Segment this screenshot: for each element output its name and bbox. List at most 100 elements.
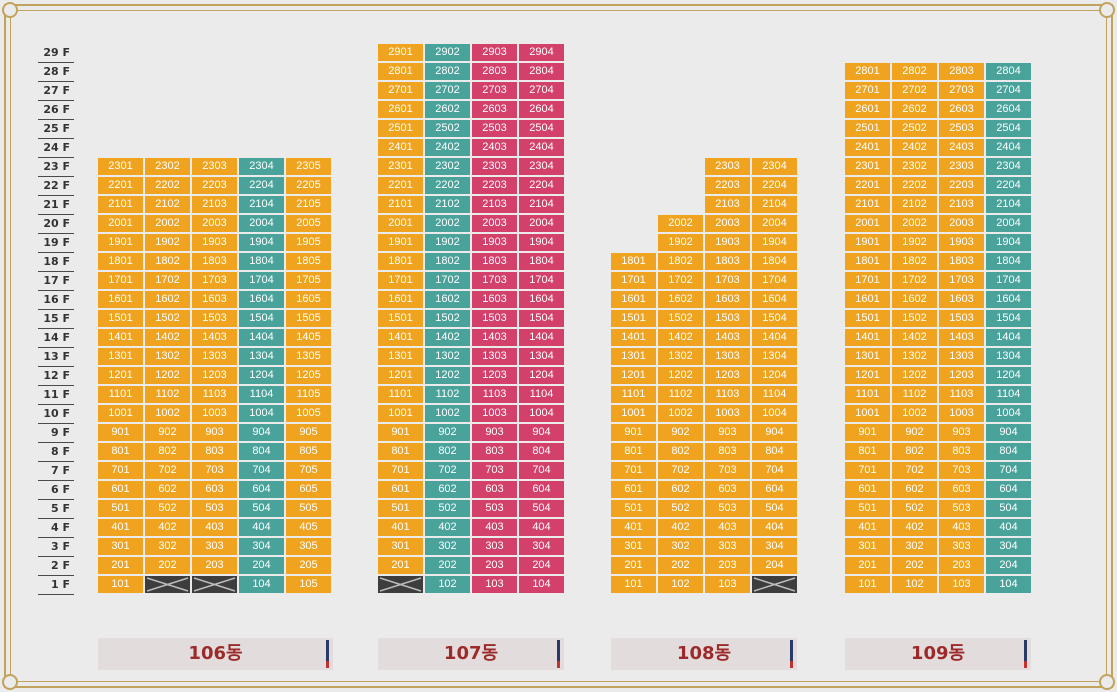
unit-cell[interactable]: 1701 [378,272,423,289]
unit-cell[interactable]: 102 [425,576,470,593]
unit-cell[interactable]: 1501 [611,310,656,327]
unit-unavailable[interactable] [752,576,797,593]
unit-cell[interactable]: 2105 [286,196,331,213]
unit-cell[interactable]: 1104 [986,386,1031,403]
unit-cell[interactable]: 2403 [939,139,984,156]
unit-cell[interactable]: 1001 [98,405,143,422]
unit-cell[interactable]: 705 [286,462,331,479]
unit-cell[interactable]: 2202 [892,177,937,194]
unit-cell[interactable]: 902 [658,424,703,441]
building-label-109[interactable]: 109동 [845,638,1031,670]
unit-cell[interactable]: 1603 [192,291,237,308]
unit-cell[interactable]: 2002 [658,215,703,232]
unit-cell[interactable]: 1503 [192,310,237,327]
unit-cell[interactable]: 2503 [472,120,517,137]
unit-cell[interactable]: 403 [705,519,750,536]
unit-cell[interactable]: 1301 [378,348,423,365]
unit-cell[interactable]: 1104 [519,386,564,403]
unit-cell[interactable]: 2301 [378,158,423,175]
unit-cell[interactable]: 803 [192,443,237,460]
unit-cell[interactable]: 902 [425,424,470,441]
unit-cell[interactable]: 401 [98,519,143,536]
unit-cell[interactable]: 2804 [986,63,1031,80]
unit-cell[interactable]: 1403 [192,329,237,346]
unit-cell[interactable]: 1205 [286,367,331,384]
unit-cell[interactable]: 2203 [939,177,984,194]
unit-cell[interactable]: 1201 [378,367,423,384]
unit-cell[interactable]: 801 [378,443,423,460]
unit-cell[interactable]: 2203 [472,177,517,194]
unit-cell[interactable]: 2103 [472,196,517,213]
unit-cell[interactable]: 2103 [939,196,984,213]
unit-cell[interactable]: 204 [519,557,564,574]
unit-cell[interactable]: 1304 [986,348,1031,365]
unit-cell[interactable]: 1903 [472,234,517,251]
unit-cell[interactable]: 1801 [378,253,423,270]
unit-cell[interactable]: 1102 [658,386,703,403]
unit-cell[interactable]: 2501 [845,120,890,137]
unit-cell[interactable]: 1703 [192,272,237,289]
unit-cell[interactable]: 2303 [939,158,984,175]
unit-cell[interactable]: 203 [939,557,984,574]
unit-cell[interactable]: 1004 [752,405,797,422]
unit-cell[interactable]: 703 [705,462,750,479]
unit-cell[interactable]: 702 [658,462,703,479]
unit-cell[interactable]: 602 [892,481,937,498]
unit-cell[interactable]: 603 [472,481,517,498]
unit-cell[interactable]: 904 [519,424,564,441]
unit-cell[interactable]: 1803 [705,253,750,270]
unit-cell[interactable]: 202 [892,557,937,574]
unit-cell[interactable]: 2005 [286,215,331,232]
unit-cell[interactable]: 1304 [519,348,564,365]
unit-cell[interactable]: 802 [658,443,703,460]
unit-cell[interactable]: 201 [845,557,890,574]
unit-cell[interactable]: 303 [705,538,750,555]
unit-cell[interactable]: 1204 [986,367,1031,384]
unit-cell[interactable]: 302 [658,538,703,555]
unit-cell[interactable]: 1905 [286,234,331,251]
unit-cell[interactable]: 601 [378,481,423,498]
unit-cell[interactable]: 805 [286,443,331,460]
unit-cell[interactable]: 302 [892,538,937,555]
unit-cell[interactable]: 603 [192,481,237,498]
unit-cell[interactable]: 201 [611,557,656,574]
unit-cell[interactable]: 502 [145,500,190,517]
unit-cell[interactable]: 1805 [286,253,331,270]
unit-cell[interactable]: 2003 [472,215,517,232]
unit-cell[interactable]: 302 [425,538,470,555]
unit-cell[interactable]: 1404 [752,329,797,346]
unit-cell[interactable]: 1702 [145,272,190,289]
unit-cell[interactable]: 1002 [425,405,470,422]
unit-cell[interactable]: 1901 [845,234,890,251]
unit-cell[interactable]: 1004 [519,405,564,422]
unit-cell[interactable]: 702 [425,462,470,479]
unit-cell[interactable]: 2602 [425,101,470,118]
unit-cell[interactable]: 1602 [425,291,470,308]
unit-cell[interactable]: 1605 [286,291,331,308]
unit-cell[interactable]: 1302 [425,348,470,365]
unit-cell[interactable]: 304 [519,538,564,555]
unit-cell[interactable]: 1704 [986,272,1031,289]
unit-cell[interactable]: 1503 [705,310,750,327]
unit-cell[interactable]: 1705 [286,272,331,289]
unit-cell[interactable]: 502 [658,500,703,517]
unit-cell[interactable]: 1001 [378,405,423,422]
unit-cell[interactable]: 102 [658,576,703,593]
unit-cell[interactable]: 2504 [519,120,564,137]
unit-cell[interactable]: 504 [986,500,1031,517]
unit-cell[interactable]: 904 [239,424,284,441]
unit-cell[interactable]: 1503 [939,310,984,327]
unit-cell[interactable]: 2604 [986,101,1031,118]
unit-cell[interactable]: 2004 [986,215,1031,232]
unit-cell[interactable]: 1302 [145,348,190,365]
unit-cell[interactable]: 701 [611,462,656,479]
unit-cell[interactable]: 605 [286,481,331,498]
unit-cell[interactable]: 2801 [378,63,423,80]
unit-cell[interactable]: 502 [425,500,470,517]
unit-cell[interactable]: 402 [892,519,937,536]
unit-cell[interactable]: 1802 [892,253,937,270]
unit-cell[interactable]: 301 [378,538,423,555]
unit-cell[interactable]: 1301 [611,348,656,365]
unit-cell[interactable]: 2103 [705,196,750,213]
unit-cell[interactable]: 1202 [145,367,190,384]
